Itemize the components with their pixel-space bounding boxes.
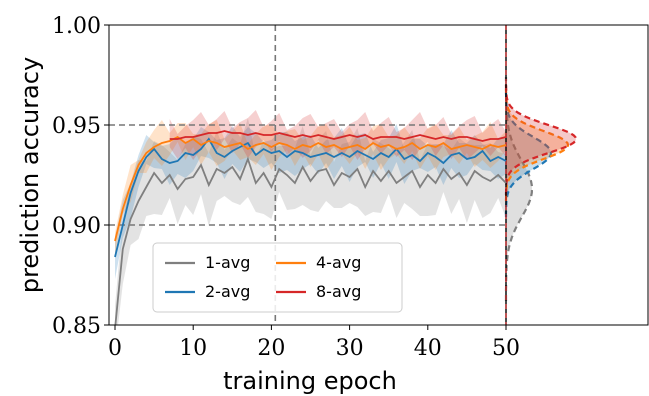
y-tick-label: 0.85 (52, 314, 101, 339)
x-tick-label: 10 (179, 336, 207, 361)
y-tick-label: 1.00 (52, 14, 101, 39)
legend: 1-avg 2-avg 4-avg 8-avg (152, 242, 403, 313)
legend-label-8-avg: 8-avg (316, 282, 361, 301)
band-1-avg (115, 118, 506, 325)
density-curve-2-avg (504, 89, 553, 217)
density-fill-8-avg (506, 83, 576, 195)
confidence-bands (115, 110, 506, 325)
y-tick-label: 0.90 (52, 214, 101, 239)
legend-label-1-avg: 1-avg (205, 253, 250, 272)
x-axis-ticks: 0 10 20 30 40 50 (108, 325, 520, 361)
plot-frame (108, 24, 649, 326)
density-fill-4-avg (506, 89, 568, 201)
x-tick-label: 50 (492, 336, 520, 361)
y-tick-label: 0.95 (52, 114, 101, 139)
x-tick-label: 0 (108, 336, 122, 361)
density-fill-2-avg (506, 89, 551, 217)
band-2-avg (115, 124, 506, 279)
band-8-avg (169, 110, 506, 160)
density-curve-4-avg (504, 89, 570, 201)
x-axis-title: training epoch (223, 367, 397, 395)
legend-label-2-avg: 2-avg (205, 282, 250, 301)
final-accuracy-densities (504, 77, 578, 301)
series-lines (114, 130, 507, 325)
x-tick-label: 20 (257, 336, 285, 361)
band-4-avg (115, 120, 506, 255)
density-fill-1-avg (506, 77, 532, 301)
series-line-2-avg (114, 137, 507, 258)
legend-box (152, 242, 403, 313)
series-line-1-avg (114, 156, 507, 325)
y-axis-title: prediction accuracy (16, 57, 44, 293)
legend-label-4-avg: 4-avg (316, 253, 361, 272)
y-axis-ticks: 0.85 0.90 0.95 1.00 (52, 14, 109, 339)
x-tick-label: 30 (336, 336, 364, 361)
x-tick-label: 40 (414, 336, 442, 361)
series-line-8-avg (169, 130, 507, 142)
